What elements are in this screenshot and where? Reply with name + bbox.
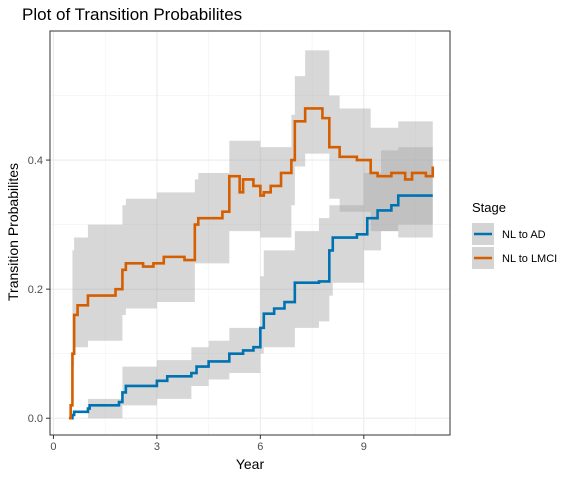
series-line-1 <box>68 107 435 420</box>
chart-title: Plot of Transition Probabilites <box>22 5 242 24</box>
x-tick-label: 0 <box>50 441 56 453</box>
confidence-band-1 <box>68 50 433 419</box>
legend-keys: NL to AD NL to LMCI <box>472 223 557 269</box>
panel-background <box>50 31 450 435</box>
x-tick-label: 9 <box>361 441 367 453</box>
series-line-0 <box>68 194 433 420</box>
x-tick-label: 3 <box>154 441 160 453</box>
series-lines <box>68 107 435 420</box>
confidence-band-0 <box>68 147 433 419</box>
x-axis: 0 3 6 9 <box>50 435 367 453</box>
x-tick-label: 6 <box>257 441 263 453</box>
legend-label: NL to AD <box>502 229 546 241</box>
confidence-bands <box>68 50 433 419</box>
panel-border <box>49 30 451 436</box>
y-axis: 0.0 0.2 0.4 <box>28 155 50 425</box>
y-tick-label: 0.0 <box>28 413 43 425</box>
plot-panel <box>49 30 451 436</box>
x-axis-title: Year <box>236 456 265 472</box>
y-tick-label: 0.2 <box>28 284 43 296</box>
minor-grid <box>50 31 450 435</box>
legend-title: Stage <box>472 200 506 215</box>
legend-label: NL to LMCI <box>502 253 557 265</box>
y-tick-label: 0.4 <box>28 155 43 167</box>
y-axis-title: Transition Probabilites <box>5 163 21 301</box>
legend: Stage NL to AD NL to LMCI <box>472 200 557 269</box>
